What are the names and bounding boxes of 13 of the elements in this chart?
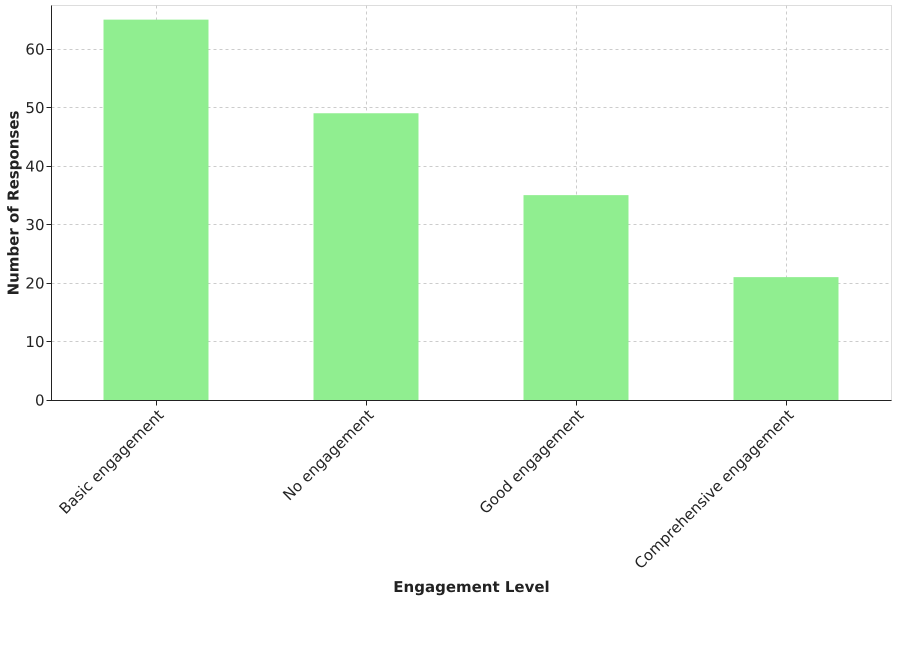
y-tick-label: 60	[25, 40, 44, 58]
x-axis-title: Engagement Level	[393, 578, 550, 596]
bar	[734, 277, 838, 400]
y-tick-label: 0	[34, 392, 44, 410]
y-tick-label: 10	[25, 332, 44, 351]
bar	[104, 20, 208, 400]
y-tick-label: 50	[25, 98, 44, 117]
bar	[524, 195, 628, 400]
bar	[314, 113, 418, 400]
y-tick-label: 20	[25, 274, 44, 292]
y-tick-label: 30	[25, 216, 44, 234]
y-axis-title: Number of Responses	[4, 110, 22, 296]
y-tick-label: 40	[25, 157, 44, 176]
